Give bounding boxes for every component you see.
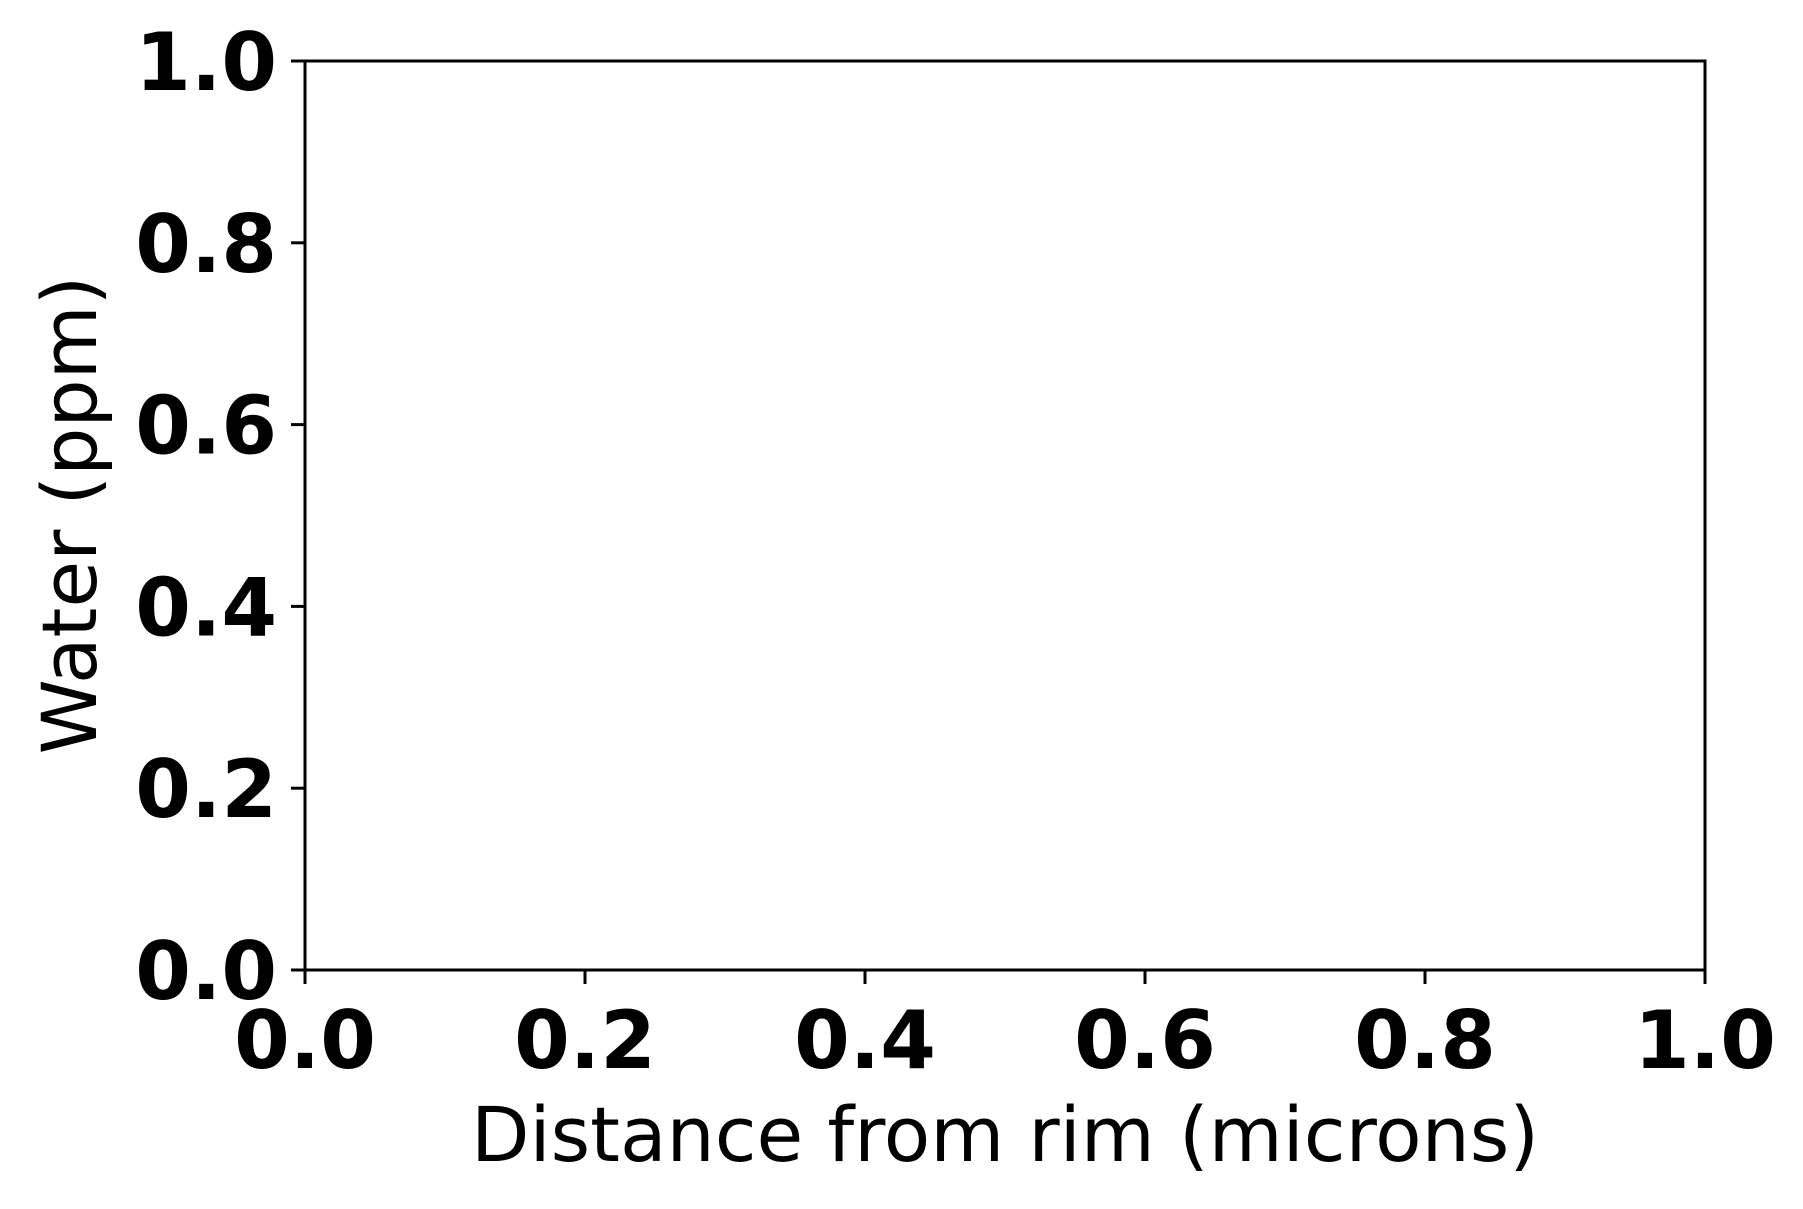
y-tick-label: 0.8 xyxy=(135,198,277,291)
x-tick-label: 0.2 xyxy=(514,994,656,1087)
y-tick-label: 0.0 xyxy=(135,925,277,1018)
x-tick-label: 1.0 xyxy=(1634,994,1776,1087)
x-tick-label: 0.8 xyxy=(1354,994,1496,1087)
y-tick-label: 0.2 xyxy=(135,743,277,836)
x-tick-label: 0.4 xyxy=(794,994,936,1087)
plot-area-background xyxy=(305,61,1705,970)
y-axis-label: Water (ppm) xyxy=(25,276,114,755)
y-tick-label: 0.6 xyxy=(135,380,277,473)
x-axis-ticks: 0.0 0.2 0.4 0.6 0.8 1.0 xyxy=(234,970,1776,1087)
x-axis-label: Distance from rim (microns) xyxy=(471,1090,1539,1179)
y-tick-label: 1.0 xyxy=(135,16,277,109)
x-tick-label: 0.6 xyxy=(1074,994,1216,1087)
x-tick-label: 0.0 xyxy=(234,994,376,1087)
y-tick-label: 0.4 xyxy=(135,561,277,654)
y-axis-ticks: 0.0 0.2 0.4 0.6 0.8 1.0 xyxy=(135,16,305,1018)
plot-frame xyxy=(303,59,1707,972)
